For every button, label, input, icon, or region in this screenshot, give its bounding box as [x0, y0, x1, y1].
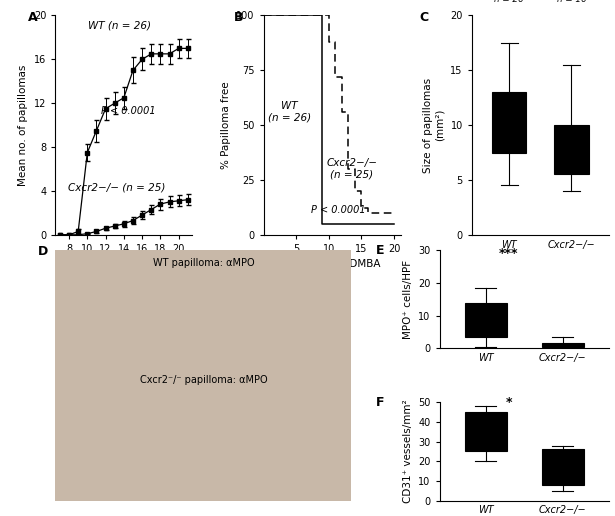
PathPatch shape [465, 302, 507, 337]
Text: WT (n = 26): WT (n = 26) [89, 21, 151, 30]
Text: WT
(n = 26): WT (n = 26) [268, 101, 311, 123]
Text: E: E [375, 245, 384, 257]
X-axis label: Weeks after DMBA: Weeks after DMBA [76, 260, 172, 269]
Text: WT papilloma: αMPO: WT papilloma: αMPO [153, 258, 254, 268]
Text: D: D [38, 245, 48, 258]
Text: *: * [506, 396, 512, 409]
Text: P < 0.0001: P < 0.0001 [311, 205, 366, 215]
Y-axis label: Mean no. of papillomas: Mean no. of papillomas [18, 64, 28, 186]
PathPatch shape [554, 125, 589, 174]
Text: C: C [420, 11, 429, 24]
PathPatch shape [542, 344, 584, 347]
PathPatch shape [465, 412, 507, 452]
Y-axis label: CD31⁺ vessels/mm²: CD31⁺ vessels/mm² [403, 399, 413, 503]
Text: n = 16: n = 16 [557, 0, 586, 4]
Y-axis label: % Papilloma free: % Papilloma free [221, 82, 231, 169]
Y-axis label: Size of papillomas
(mm²): Size of papillomas (mm²) [423, 77, 445, 173]
Text: P < 0.0001: P < 0.0001 [101, 106, 156, 116]
X-axis label: Weeks after DMBA: Weeks after DMBA [284, 260, 380, 269]
Text: F: F [375, 396, 384, 410]
Text: Cxcr2−/− (n = 25): Cxcr2−/− (n = 25) [68, 183, 165, 193]
Y-axis label: MPO⁺ cells/HPF: MPO⁺ cells/HPF [403, 260, 413, 339]
Text: Cxcr2⁻/⁻ papilloma: αMPO: Cxcr2⁻/⁻ papilloma: αMPO [140, 376, 267, 385]
Text: A: A [28, 11, 38, 24]
Text: ***: *** [499, 247, 518, 260]
PathPatch shape [492, 92, 526, 153]
Text: B: B [234, 11, 243, 24]
Text: n = 26: n = 26 [494, 0, 524, 4]
Text: Cxcr2−/−
(n = 25): Cxcr2−/− (n = 25) [326, 158, 377, 180]
PathPatch shape [542, 449, 584, 485]
